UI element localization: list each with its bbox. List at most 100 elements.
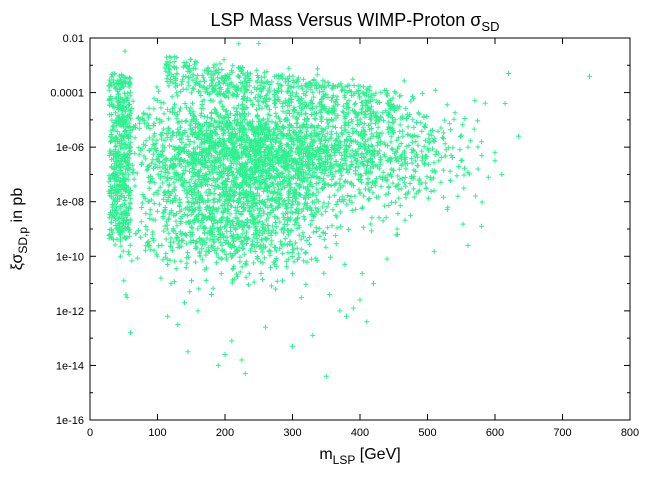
data-point [321,270,327,276]
data-point [338,209,343,215]
data-point [323,373,329,379]
data-point [247,78,253,83]
data-point [465,144,471,150]
data-point [304,259,310,265]
data-point [277,219,283,225]
data-point [324,130,330,136]
data-point [185,349,191,355]
data-point [156,159,162,165]
data-point [208,97,214,103]
data-point [197,205,203,211]
data-point [327,292,333,297]
data-point [199,241,205,247]
x-tick-label: 500 [418,427,436,439]
data-point [300,174,306,180]
data-point [160,257,166,263]
data-point [121,278,127,284]
data-point [308,130,314,136]
data-point [320,186,325,192]
data-point [163,250,169,256]
data-point [253,138,258,144]
data-point [240,119,245,125]
data-point [438,125,444,131]
data-point [196,189,202,195]
data-point [303,185,309,191]
data-point [271,154,277,159]
data-point [251,279,257,285]
data-point [135,115,141,121]
data-point [146,174,152,180]
data-point [214,220,220,225]
data-point [367,127,373,133]
data-point [252,133,258,139]
data-point [249,128,255,134]
data-point [363,98,369,103]
data-point [176,145,182,151]
data-point [304,172,310,178]
data-point [251,220,256,226]
data-point [212,87,218,93]
data-point [289,201,295,207]
data-point [323,244,329,250]
data-point [411,148,417,154]
data-point [123,170,128,176]
data-point [210,163,216,169]
data-point [143,224,149,229]
data-point [335,187,341,193]
data-point [361,121,367,127]
data-point [322,104,328,110]
data-point [228,80,234,86]
data-point [320,167,326,173]
data-point [146,198,152,204]
data-point [354,160,360,166]
data-point [246,208,252,214]
data-point [227,186,233,192]
data-point [247,178,253,184]
data-point [116,81,122,87]
data-point [340,87,346,93]
data-point [205,182,211,188]
data-point [175,93,181,99]
data-point [341,113,347,119]
data-point [254,236,260,242]
data-point [270,181,275,187]
data-point [288,228,294,234]
data-point [118,220,124,225]
data-point [424,114,430,119]
data-point [284,182,290,188]
data-point [303,151,308,156]
data-point [430,146,435,152]
data-point [209,153,214,158]
data-point [404,143,410,149]
data-point [270,207,276,213]
data-point [178,207,184,213]
data-point [397,104,403,110]
data-point [313,181,319,186]
data-point [359,271,365,276]
data-point [198,93,204,98]
data-point [361,193,367,199]
data-point [414,151,419,157]
data-point [378,114,383,120]
data-point [210,78,215,84]
data-point [109,163,114,169]
data-point [171,187,177,193]
data-point [237,254,243,260]
data-point [292,172,298,178]
data-point [296,183,302,189]
data-point [259,173,265,179]
data-point [197,195,202,201]
data-point [233,226,239,232]
data-point [295,151,301,157]
data-point [308,97,314,103]
data-point [251,174,257,180]
data-point [132,150,138,156]
data-point [367,114,373,120]
data-point [368,120,374,126]
data-point [423,180,429,186]
data-point [199,162,205,168]
data-point [301,145,307,151]
y-tick-label: 1e-08 [56,197,84,209]
data-point [135,255,141,261]
data-point [111,148,116,154]
